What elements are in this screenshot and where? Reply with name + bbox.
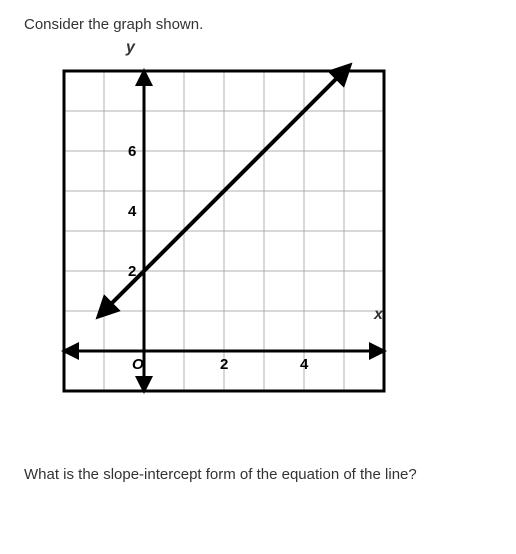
- svg-text:2: 2: [128, 263, 136, 280]
- prompt-text: Consider the graph shown.: [24, 16, 492, 33]
- svg-text:4: 4: [128, 203, 137, 220]
- svg-text:6: 6: [128, 143, 136, 160]
- question-text: What is the slope-intercept form of the …: [24, 466, 492, 483]
- svg-text:O: O: [132, 356, 144, 373]
- x-axis-label: x: [374, 306, 383, 324]
- svg-text:2: 2: [220, 356, 228, 373]
- svg-text:4: 4: [300, 356, 309, 373]
- y-axis-label: y: [126, 39, 135, 57]
- graph-svg: O 2 4 6 4 2: [54, 61, 394, 401]
- graph-container: y x O24642: [54, 61, 492, 406]
